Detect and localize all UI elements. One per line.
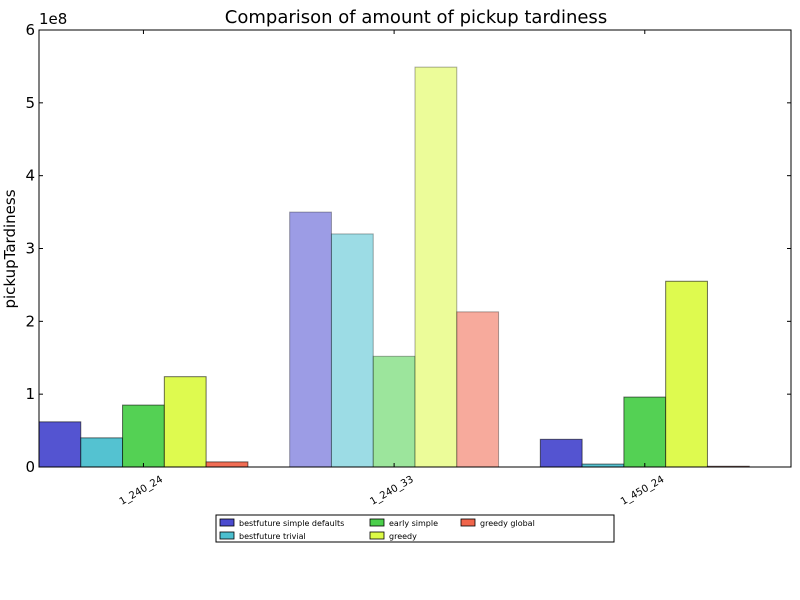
y-tick-label: 5: [25, 94, 35, 112]
legend-swatch: [219, 518, 235, 527]
bar: [163, 376, 207, 468]
legend-box: [215, 514, 615, 543]
y-tick-label: 1: [25, 385, 35, 403]
legend-swatch: [460, 518, 476, 527]
legend: bestfuture simple defaults bestfuture tri…: [215, 514, 615, 543]
bar: [665, 280, 708, 468]
legend-label: bestfuture trivial: [239, 532, 306, 541]
legend-swatch: [369, 531, 385, 540]
y-tick-label: 3: [25, 240, 35, 258]
plot-frame: [38, 29, 792, 468]
bar: [539, 438, 583, 468]
bar: [372, 355, 416, 468]
legend-swatch: [369, 518, 385, 527]
y-offset-label: 1e8: [39, 10, 67, 28]
bar: [330, 233, 374, 468]
y-axis-label: pickupTardiness: [1, 189, 19, 308]
legend-label: early simple: [389, 519, 438, 528]
bar: [122, 404, 165, 468]
y-tick-label: 2: [25, 312, 35, 330]
bar: [456, 311, 500, 468]
legend-label: greedy global: [480, 519, 535, 528]
y-tick-label: 0: [25, 458, 35, 476]
bar: [38, 421, 82, 468]
legend-label: greedy: [389, 532, 417, 541]
bar: [80, 437, 124, 468]
bar: [205, 461, 249, 468]
y-tick-label: 4: [25, 167, 35, 185]
chart-title: Comparison of amount of pickup tardiness: [225, 7, 607, 28]
bar: [414, 66, 458, 468]
bar: [289, 211, 332, 468]
legend-swatch: [219, 531, 235, 540]
y-tick-label: 6: [25, 21, 35, 39]
bar: [623, 396, 667, 468]
legend-label: bestfuture simple defaults: [239, 519, 344, 528]
